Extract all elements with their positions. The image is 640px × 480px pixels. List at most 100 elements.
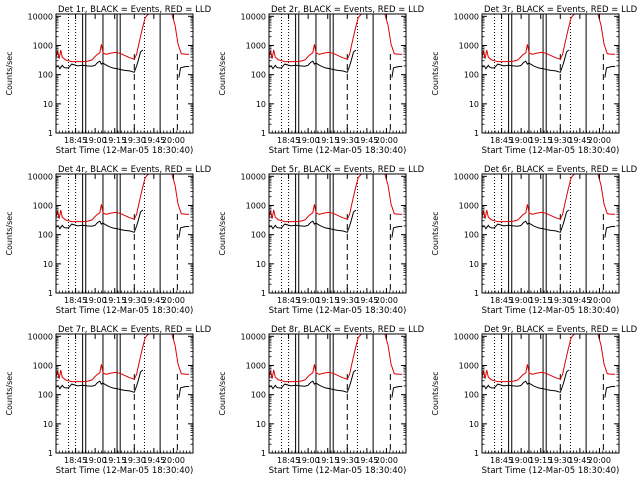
x-tick-label: 19:45 [355,136,378,145]
x-axis-label: Start Time (12-Mar-05 18:30:40) [56,146,194,156]
y-tick-label: 100 [251,71,266,80]
panel-title: Det 6r, BLACK = Events, RED = LLD [484,165,638,175]
panel-title: Det 8r, BLACK = Events, RED = LLD [271,325,425,335]
series-lld-line [269,334,362,383]
x-tick-label: 18:45 [64,136,87,145]
y-tick-label: 100 [251,231,266,240]
y-axis-label: Counts/sec [5,211,14,255]
series-lld-line [171,14,190,55]
y-tick-label: 1000 [33,361,53,370]
series-lld-line [482,14,575,63]
x-tick-label: 18:45 [64,456,87,465]
panel-title: Det 2r, BLACK = Events, RED = LLD [271,5,425,15]
series-lld-line [171,334,190,375]
panel-title: Det 3r, BLACK = Events, RED = LLD [484,5,638,15]
x-tick-label: 19:45 [142,456,165,465]
series-events-line [482,49,570,73]
y-tick-label: 1000 [246,361,266,370]
x-tick-label: 18:45 [490,136,513,145]
x-tick-label: 19:30 [123,456,146,465]
x-tick-label: 19:15 [316,296,339,305]
y-tick-label: 100 [38,71,53,80]
x-tick-label: 20:00 [588,136,611,145]
detector-panel-2: Det 2r, BLACK = Events, RED = LLD 1 10 100 1… [218,5,425,156]
plot-frame [481,173,620,294]
x-axis-label: Start Time (12-Mar-05 18:30:40) [269,466,407,476]
x-tick-label: 20:00 [588,456,611,465]
x-tick-label: 18:45 [64,296,87,305]
y-tick-label: 100 [38,391,53,400]
x-tick-label: 20:00 [375,296,398,305]
series-events-line [604,386,616,398]
plot-frame [268,173,407,294]
x-tick-label: 18:45 [277,296,300,305]
x-axis-label: Start Time (12-Mar-05 18:30:40) [482,146,620,156]
y-tick-label: 10 [469,100,479,109]
x-tick-label: 19:00 [297,456,320,465]
panel-title: Det 5r, BLACK = Events, RED = LLD [271,165,425,175]
x-tick-label: 20:00 [162,296,185,305]
x-tick-label: 18:45 [490,456,513,465]
series-events-line [604,226,616,238]
panel-title: Det 9r, BLACK = Events, RED = LLD [484,325,638,335]
x-tick-label: 19:15 [316,456,339,465]
x-tick-label: 18:45 [277,136,300,145]
series-events-line [178,66,190,78]
x-axis-label: Start Time (12-Mar-05 18:30:40) [56,306,194,316]
y-tick-label: 1000 [459,41,479,50]
panel-title: Det 7r, BLACK = Events, RED = LLD [58,325,212,335]
y-tick-label: 1 [261,129,266,138]
series-events-line [391,66,403,78]
y-tick-label: 10000 [241,332,266,341]
y-axis-label: Counts/sec [5,51,14,95]
y-tick-label: 10 [256,100,266,109]
x-tick-label: 20:00 [375,136,398,145]
x-tick-label: 19:15 [316,136,339,145]
y-axis-label: Counts/sec [218,51,227,95]
y-tick-label: 1000 [459,361,479,370]
detector-panel-3: Det 3r, BLACK = Events, RED = LLD 1 10 100 1… [431,5,638,156]
y-axis-label: Counts/sec [431,371,440,415]
x-tick-label: 19:00 [510,136,533,145]
y-tick-label: 1 [48,129,53,138]
series-lld-line [597,174,616,215]
y-tick-label: 10000 [241,12,266,21]
x-tick-label: 18:45 [277,456,300,465]
y-tick-label: 1 [48,449,53,458]
detector-panel-5: Det 5r, BLACK = Events, RED = LLD 1 10 100 1… [218,165,425,316]
y-tick-label: 100 [464,391,479,400]
series-events-line [56,209,144,233]
x-tick-label: 19:30 [549,136,572,145]
y-axis-label: Counts/sec [218,371,227,415]
series-lld-line [482,334,575,383]
x-tick-label: 19:15 [529,456,552,465]
x-axis-label: Start Time (12-Mar-05 18:30:40) [56,466,194,476]
x-tick-label: 19:45 [355,296,378,305]
x-tick-label: 19:45 [142,296,165,305]
series-lld-line [56,334,149,383]
y-tick-label: 1 [474,129,479,138]
x-tick-label: 19:30 [549,456,572,465]
detector-panel-8: Det 8r, BLACK = Events, RED = LLD 1 10 100 1… [218,325,425,476]
series-events-line [56,369,144,393]
detector-panel-4: Det 4r, BLACK = Events, RED = LLD 1 10 100 1… [5,165,212,316]
series-events-line [269,369,357,393]
y-tick-label: 1000 [246,201,266,210]
y-tick-label: 100 [464,231,479,240]
x-tick-label: 19:15 [103,136,126,145]
detector-panel-1: Det 1r, BLACK = Events, RED = LLD 1 10 100 1… [5,5,212,156]
series-events-line [391,386,403,398]
x-tick-label: 19:30 [336,296,359,305]
y-tick-label: 10000 [454,172,479,181]
x-tick-label: 19:00 [84,296,107,305]
y-tick-label: 10000 [28,12,53,21]
x-tick-label: 19:15 [529,136,552,145]
y-axis-label: Counts/sec [431,51,440,95]
plot-frame [55,173,194,294]
x-axis-label: Start Time (12-Mar-05 18:30:40) [269,306,407,316]
y-tick-label: 100 [464,71,479,80]
y-axis-label: Counts/sec [218,211,227,255]
x-tick-label: 19:00 [297,136,320,145]
series-events-line [391,226,403,238]
